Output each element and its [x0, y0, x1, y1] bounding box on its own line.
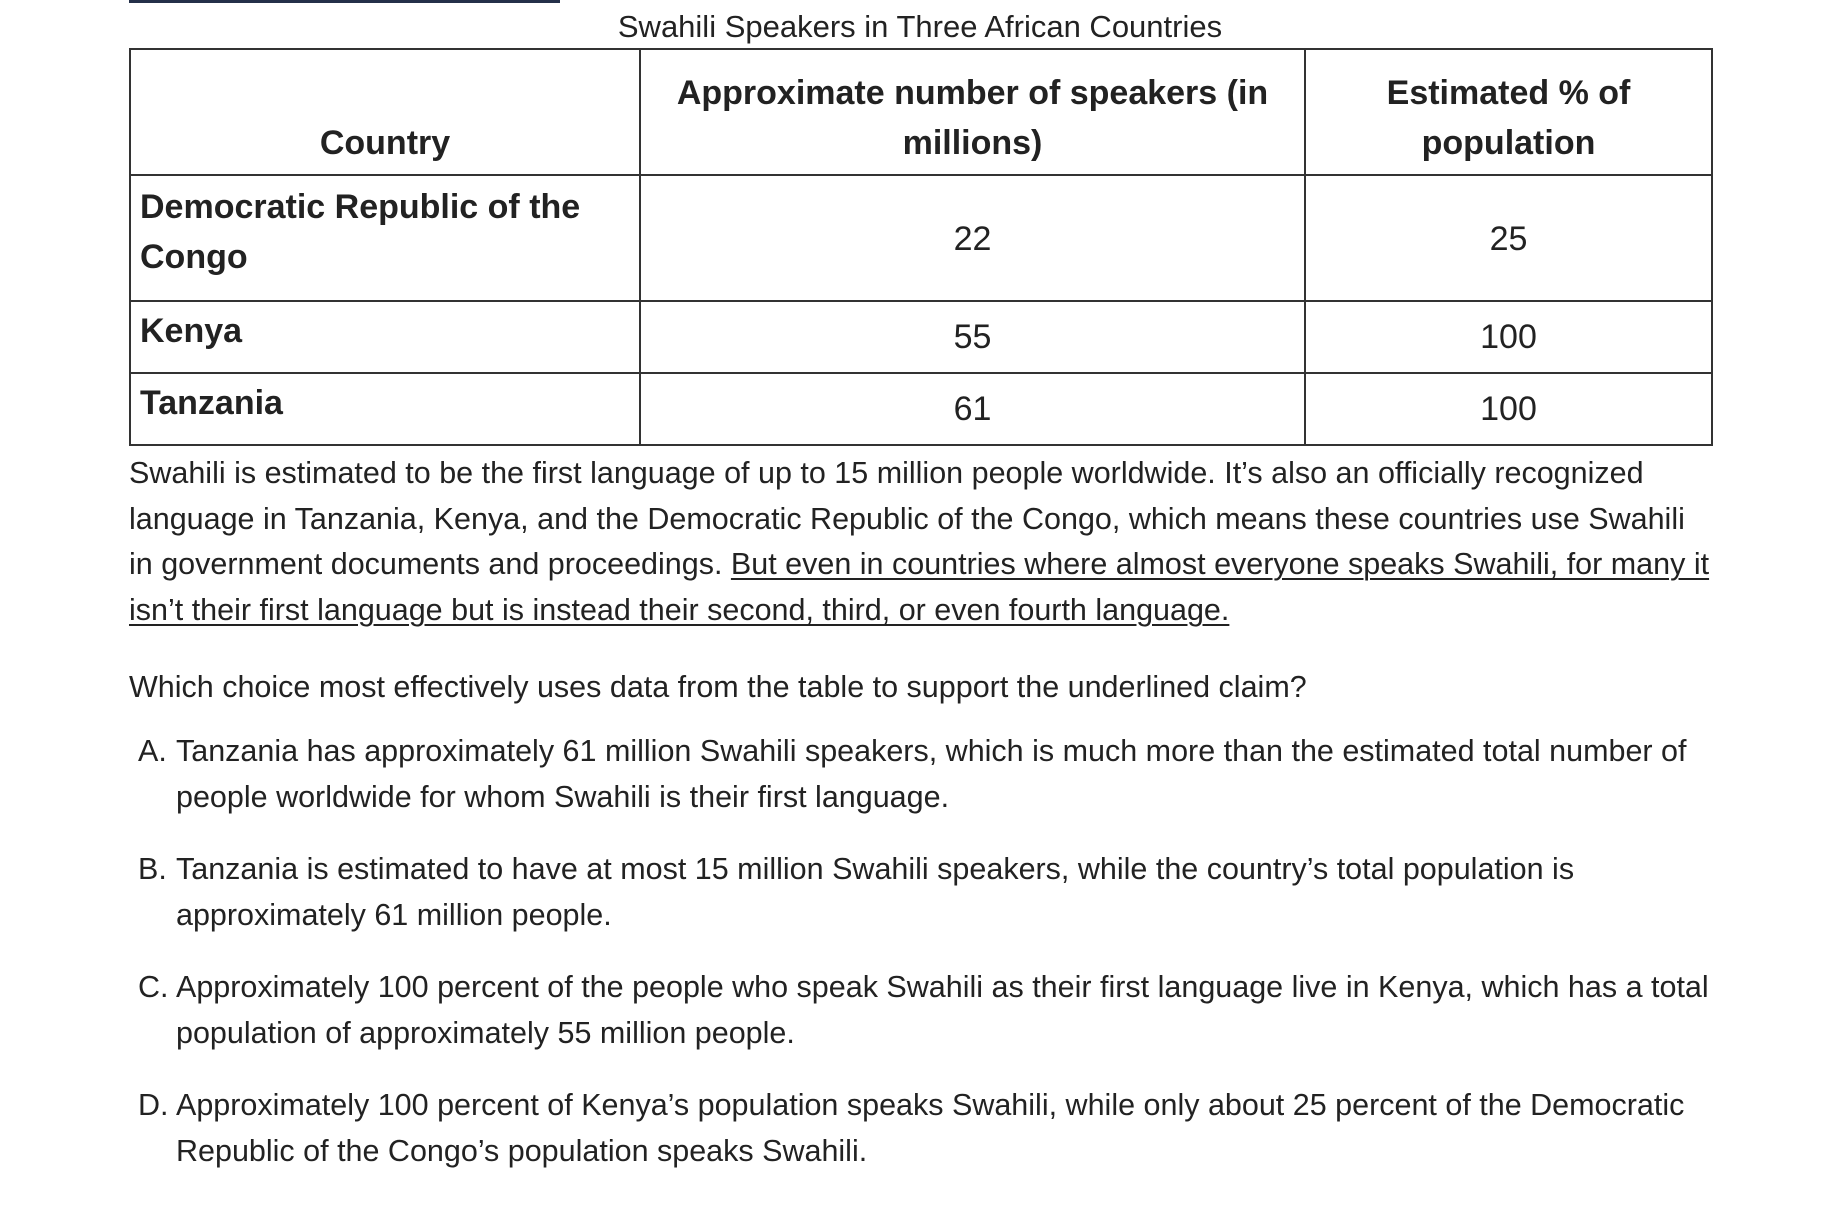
speakers-cell: 61: [639, 372, 1306, 446]
answer-choice-b[interactable]: B. Tanzania is estimated to have at most…: [129, 847, 1711, 938]
country-cell: Kenya: [129, 300, 641, 374]
answer-choice-a[interactable]: A. Tanzania has approximately 61 million…: [129, 729, 1711, 820]
question-prompt: Which choice most effectively uses data …: [129, 670, 1307, 704]
header-percent: Estimated % of population: [1304, 48, 1713, 176]
country-cell: Tanzania: [129, 372, 641, 446]
passage-plain-text: Swahili is estimated to be the first lan…: [129, 456, 1685, 581]
table-row: Kenya 55 100: [129, 300, 1713, 374]
country-cell: Democratic Republic of the Congo: [129, 174, 641, 302]
choice-letter: A.: [138, 734, 167, 768]
answer-choice-d[interactable]: D. Approximately 100 percent of Kenya’s …: [129, 1083, 1711, 1174]
answer-choice-c[interactable]: C. Approximately 100 percent of the peop…: [129, 965, 1711, 1056]
top-rule-divider: [129, 0, 560, 3]
header-country: Country: [129, 48, 641, 176]
table-header-row: Country Approximate number of speakers (…: [129, 48, 1713, 176]
percent-cell: 100: [1304, 300, 1713, 374]
table-row: Tanzania 61 100: [129, 372, 1713, 446]
choice-letter: C.: [138, 970, 169, 1004]
choice-text: Approximately 100 percent of the people …: [176, 970, 1709, 1050]
question-content: Swahili Speakers in Three African Countr…: [129, 6, 1713, 1201]
table-row: Democratic Republic of the Congo 22 25: [129, 174, 1713, 302]
passage-text: Swahili is estimated to be the first lan…: [129, 451, 1711, 633]
answer-choices: A. Tanzania has approximately 61 million…: [129, 729, 1711, 1174]
choice-text: Tanzania is estimated to have at most 15…: [176, 852, 1575, 932]
choice-text: Tanzania has approximately 61 million Sw…: [176, 734, 1687, 814]
swahili-speakers-table: Country Approximate number of speakers (…: [129, 48, 1713, 446]
choice-text: Approximately 100 percent of Kenya’s pop…: [176, 1088, 1685, 1168]
speakers-cell: 55: [639, 300, 1306, 374]
choice-letter: B.: [138, 852, 167, 886]
underlined-claim: But even in countries where almost every…: [129, 547, 1710, 627]
percent-cell: 100: [1304, 372, 1713, 446]
choice-letter: D.: [138, 1088, 169, 1122]
table-caption: Swahili Speakers in Three African Countr…: [617, 9, 1223, 44]
percent-cell: 25: [1304, 174, 1713, 302]
speakers-cell: 22: [639, 174, 1306, 302]
header-speakers: Approximate number of speakers (in milli…: [639, 48, 1306, 176]
